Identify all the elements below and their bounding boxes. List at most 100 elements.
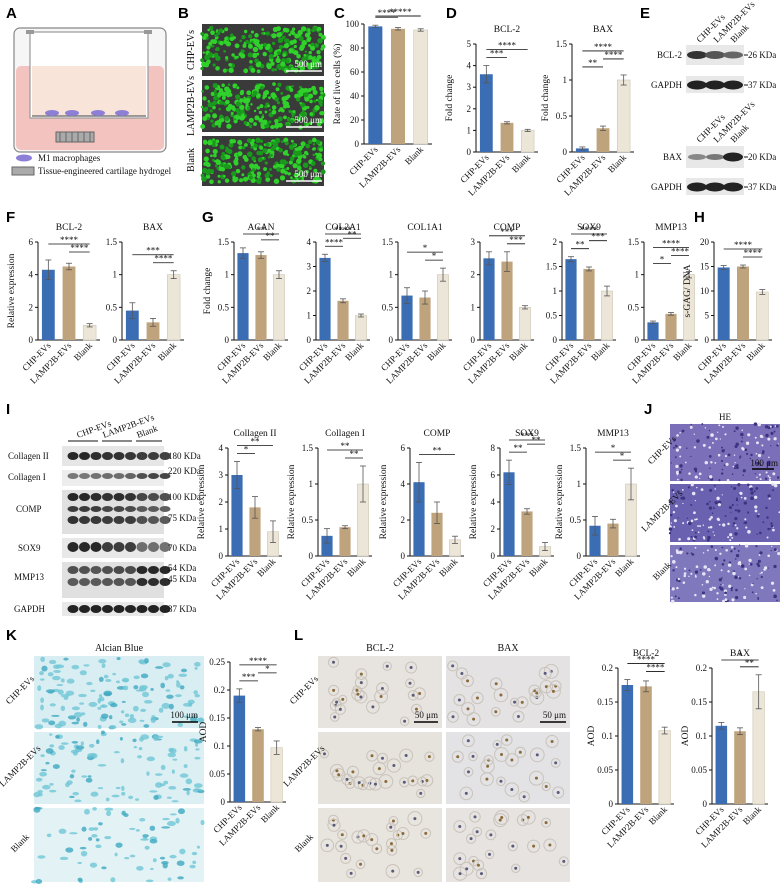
y-tick-label: 0.5: [106, 302, 118, 312]
blot-band: [125, 605, 136, 613]
live-cell-dot: [312, 147, 316, 151]
y-tick-label: 1: [113, 270, 118, 280]
alcian-stain-dot: [35, 777, 43, 782]
live-cell-dot: [314, 43, 319, 48]
live-cell-dot: [256, 69, 261, 74]
alcian-stain-dot: [47, 672, 54, 677]
b-row-label-lamp: LAMP2B-EVs: [186, 76, 197, 136]
live-cell-dot: [276, 167, 281, 172]
live-cell-dot: [233, 115, 237, 119]
live-cell-dot: [271, 141, 275, 145]
he-cell-dot: [673, 519, 677, 523]
he-cell-dot: [770, 550, 772, 552]
alcian-stain-dot: [112, 672, 117, 676]
he-cell-dot: [717, 503, 722, 507]
alcian-stain-dot: [58, 828, 67, 834]
bar: [337, 300, 349, 340]
chart-title: BAX: [730, 649, 750, 659]
alcian-stain-dot: [101, 663, 106, 669]
ihc-nucleus: [511, 844, 515, 848]
ihc-lacuna: [338, 694, 348, 704]
he-cell-dot: [730, 550, 733, 553]
blot-band: [113, 516, 125, 524]
alcian-stain-dot: [40, 656, 45, 663]
ihc-lacuna: [543, 838, 557, 852]
ihc-nucleus: [385, 664, 389, 668]
blot-band: [136, 566, 148, 574]
live-cell-dot: [300, 26, 307, 32]
alcian-stain-dot: [87, 775, 92, 778]
blot-band: [67, 542, 79, 552]
live-cell-dot: [288, 48, 293, 53]
alcian-stain-dot: [115, 786, 121, 790]
live-cell-dot: [256, 175, 260, 179]
he-cell-dot: [727, 453, 731, 457]
chart-title: ACAN: [248, 223, 275, 233]
he-cell-dot: [699, 473, 702, 475]
ihc-nucleus: [475, 830, 479, 834]
he-cell-dot: [762, 450, 765, 453]
live-cell-dot: [249, 175, 253, 180]
blot-band: [148, 542, 159, 552]
e1-row-gapdh: GAPDH: [651, 80, 683, 90]
he-cell-dot: [736, 504, 738, 506]
live-cell-dot: [200, 31, 204, 36]
live-cell-dot: [202, 107, 207, 112]
live-cell-dot: [240, 89, 245, 94]
he-cell-dot: [714, 564, 717, 567]
blot-band: [113, 605, 125, 613]
alcian-stain-dot: [166, 694, 174, 699]
ihc-lacuna: [405, 678, 415, 689]
live-cell-dot: [312, 26, 318, 32]
y-tick-label: 1: [553, 286, 558, 296]
y-tick-label: 2: [491, 524, 496, 534]
he-cell-dot: [731, 503, 734, 507]
blot-band: [159, 516, 171, 524]
j-title: HE: [719, 412, 731, 422]
ihc-lacuna: [529, 747, 545, 763]
he-cell-dot: [696, 439, 700, 443]
ihc-lacuna: [386, 758, 402, 773]
live-cell-dot: [318, 32, 323, 37]
ihc-lacuna: [331, 697, 342, 707]
he-cell-dot: [727, 570, 730, 573]
alcian-stain-dot: [41, 718, 50, 723]
y-tick-label: 0: [467, 147, 472, 157]
ihc-nucleus: [471, 754, 475, 758]
alcian-stain-dot: [84, 808, 90, 815]
live-cell-dot: [219, 100, 224, 105]
y-tick-label: 0: [113, 335, 118, 345]
significance-label: ***: [490, 49, 504, 59]
he-cell-dot: [733, 486, 737, 491]
chart-title: COL1A1: [407, 223, 443, 233]
live-cell-dot: [318, 158, 321, 162]
alcian-stain-dot: [161, 702, 171, 709]
l-row-blank: Blank: [293, 831, 316, 854]
blot-band: [136, 452, 148, 460]
category-label: Blank: [671, 340, 694, 363]
live-cell-dot: [260, 85, 264, 90]
live-cell-dot: [217, 180, 221, 184]
alcian-stain-dot: [179, 773, 189, 778]
ihc-nucleus: [510, 788, 514, 792]
he-cell-dot: [713, 484, 716, 487]
alcian-stain-dot: [139, 817, 146, 822]
y-tick-label: 0.15: [597, 697, 613, 707]
ihc-nucleus: [325, 843, 329, 847]
ihc-nucleus: [544, 784, 548, 788]
live-cell-dot: [276, 51, 281, 55]
blot-band: [159, 493, 171, 501]
live-cell-dot: [236, 86, 240, 90]
he-cell-dot: [675, 448, 680, 452]
live-cell-dot: [251, 40, 254, 44]
ihc-lacuna: [468, 751, 478, 762]
he-cell-dot: [733, 467, 736, 470]
he-cell-dot: [743, 522, 746, 524]
ihc-lacuna: [543, 663, 559, 679]
alcian-stain-dot: [72, 792, 80, 796]
live-cell-dot: [202, 116, 208, 121]
ihc-nucleus: [402, 780, 406, 784]
live-cell-dot: [255, 38, 258, 42]
ihc-nucleus: [409, 666, 413, 670]
